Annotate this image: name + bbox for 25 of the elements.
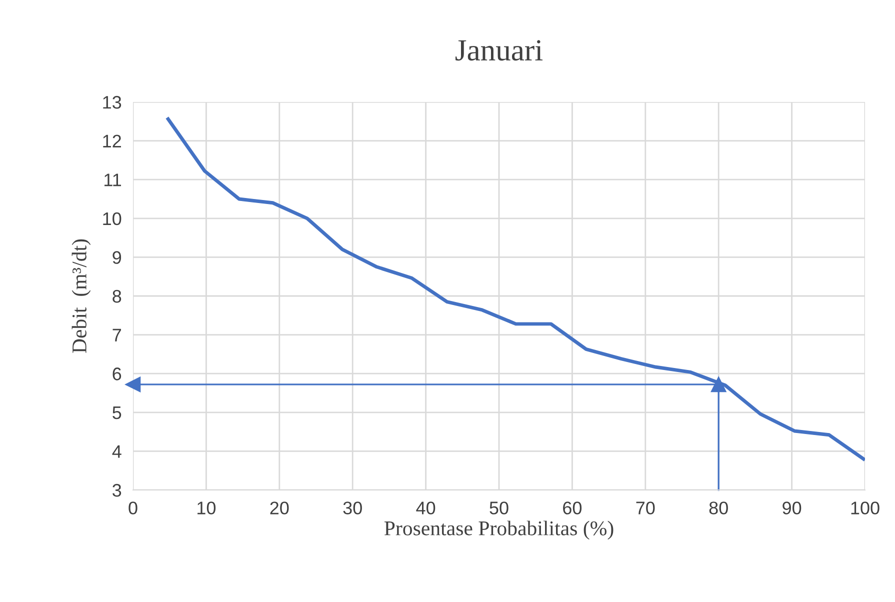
y-tick-label: 12	[103, 134, 121, 148]
chart-title: Januari	[456, 40, 543, 61]
x-tick-label: 90	[782, 502, 802, 514]
x-tick-label: 80	[709, 502, 728, 514]
y-tick-label: 8	[112, 290, 122, 303]
x-tick-label: 10	[198, 502, 216, 514]
x-tick-label: 30	[343, 502, 362, 514]
x-tick-label: 100	[851, 502, 880, 514]
x-tick-label: 50	[490, 502, 508, 514]
x-tick-label: 60	[563, 502, 582, 514]
y-tick-label: 7	[112, 328, 121, 342]
y-tick-label: 9	[112, 251, 122, 264]
y-tick-label: 10	[103, 212, 122, 226]
x-tick-label: 0	[128, 502, 138, 514]
x-tick-label: 70	[636, 502, 655, 514]
y-tick-label: 11	[104, 174, 122, 186]
y-tick-label: 13	[103, 96, 122, 109]
y-tick-label: 4	[112, 445, 122, 458]
x-axis-title: Prosentase Probabilitas (%)	[384, 520, 614, 540]
y-tick-label: 6	[112, 368, 122, 380]
y-tick-label: 5	[112, 406, 122, 420]
x-tick-label: 40	[416, 502, 436, 514]
y-axis-title: Debit (m³/dt)	[72, 239, 91, 353]
y-tick-label: 3	[112, 484, 122, 497]
x-tick-label: 20	[270, 502, 289, 514]
